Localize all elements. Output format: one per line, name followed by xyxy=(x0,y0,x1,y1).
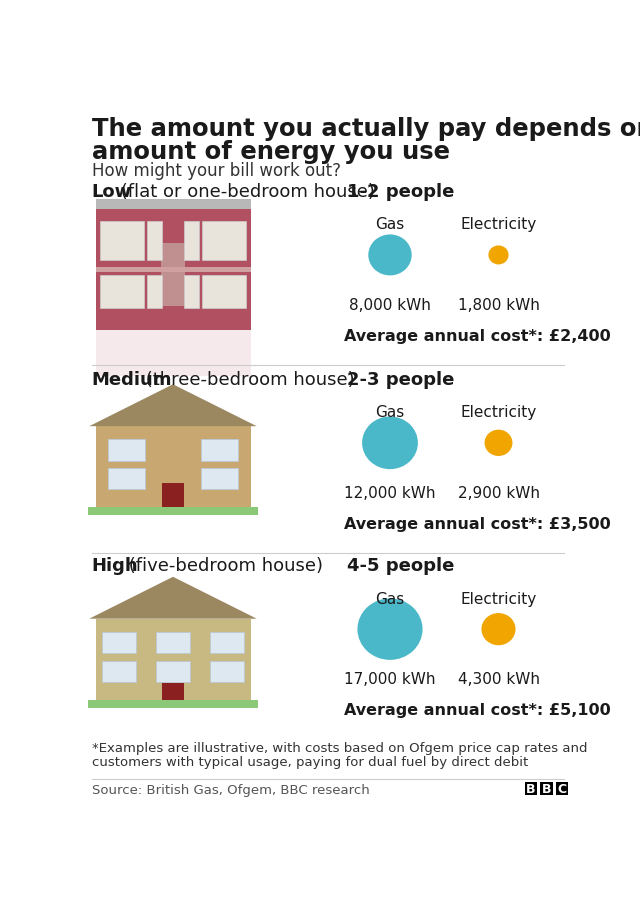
Bar xyxy=(184,221,199,260)
Text: Low: Low xyxy=(92,183,132,200)
Text: 4-5 people: 4-5 people xyxy=(348,556,455,574)
Bar xyxy=(95,362,250,364)
Text: The amount you actually pay depends on the: The amount you actually pay depends on t… xyxy=(92,117,640,141)
Bar xyxy=(102,632,136,653)
Bar xyxy=(184,276,199,309)
Text: Electricity: Electricity xyxy=(460,405,536,420)
Text: Electricity: Electricity xyxy=(460,217,536,233)
Bar xyxy=(102,661,136,682)
Bar xyxy=(95,338,250,340)
Text: *Examples are illustrative, with costs based on Ofgem price cap rates and: *Examples are illustrative, with costs b… xyxy=(92,741,587,754)
Ellipse shape xyxy=(368,235,412,276)
Bar xyxy=(95,375,250,377)
Bar xyxy=(201,439,238,461)
Bar xyxy=(202,221,246,260)
Text: Medium: Medium xyxy=(92,370,172,388)
Text: Average annual cost*: £3,500: Average annual cost*: £3,500 xyxy=(344,516,611,531)
Bar xyxy=(108,439,145,461)
Text: Gas: Gas xyxy=(376,591,404,606)
Bar xyxy=(210,632,244,653)
Bar xyxy=(95,210,250,331)
Bar xyxy=(95,349,250,351)
Bar xyxy=(162,483,184,508)
Ellipse shape xyxy=(362,417,418,470)
Bar xyxy=(88,700,259,708)
Text: (flat or one-bedroom house): (flat or one-bedroom house) xyxy=(115,183,375,200)
Text: Gas: Gas xyxy=(376,405,404,420)
Text: Source: British Gas, Ofgem, BBC research: Source: British Gas, Ofgem, BBC research xyxy=(92,783,369,796)
Text: 12,000 kWh: 12,000 kWh xyxy=(344,485,436,501)
Ellipse shape xyxy=(488,246,509,266)
Ellipse shape xyxy=(358,599,422,660)
Text: High: High xyxy=(92,556,138,574)
Bar xyxy=(95,360,250,362)
Bar xyxy=(95,357,250,358)
Text: amount of energy you use: amount of energy you use xyxy=(92,140,450,164)
Bar xyxy=(161,273,184,307)
Bar xyxy=(95,355,250,357)
Bar xyxy=(95,200,250,210)
Bar xyxy=(95,331,250,377)
Text: B: B xyxy=(526,782,536,795)
Bar xyxy=(95,371,250,373)
Bar xyxy=(95,364,250,366)
Text: Electricity: Electricity xyxy=(460,591,536,606)
Bar xyxy=(95,366,250,368)
Bar xyxy=(95,335,250,336)
FancyBboxPatch shape xyxy=(556,783,568,795)
Text: 17,000 kWh: 17,000 kWh xyxy=(344,672,436,686)
FancyBboxPatch shape xyxy=(540,783,553,795)
Polygon shape xyxy=(90,577,257,619)
Bar xyxy=(95,426,250,508)
Bar xyxy=(95,619,250,700)
Bar xyxy=(202,276,246,309)
Bar xyxy=(100,276,143,309)
Bar xyxy=(95,333,250,335)
Text: 8,000 kWh: 8,000 kWh xyxy=(349,298,431,313)
Bar xyxy=(95,267,250,273)
Bar xyxy=(147,221,162,260)
Bar xyxy=(210,661,244,682)
Bar xyxy=(95,344,250,346)
Text: 2,900 kWh: 2,900 kWh xyxy=(458,485,540,501)
Bar xyxy=(95,331,250,333)
Bar xyxy=(95,342,250,344)
Bar xyxy=(95,369,250,371)
Text: 1-2 people: 1-2 people xyxy=(348,183,455,200)
Bar xyxy=(156,661,190,682)
Bar xyxy=(162,675,184,700)
Polygon shape xyxy=(90,385,257,426)
Bar xyxy=(95,351,250,353)
Bar xyxy=(95,336,250,338)
Bar xyxy=(161,244,184,267)
Bar xyxy=(95,373,250,375)
Bar xyxy=(147,276,162,309)
Text: Gas: Gas xyxy=(376,217,404,233)
Bar xyxy=(95,353,250,355)
Text: (three-bedroom house): (three-bedroom house) xyxy=(140,370,355,388)
Bar xyxy=(95,347,250,349)
Ellipse shape xyxy=(481,613,516,645)
Text: C: C xyxy=(557,782,566,795)
Text: customers with typical usage, paying for dual fuel by direct debit: customers with typical usage, paying for… xyxy=(92,754,528,768)
Bar xyxy=(156,632,190,653)
Text: 4,300 kWh: 4,300 kWh xyxy=(458,672,540,686)
Bar xyxy=(108,468,145,490)
Bar xyxy=(95,340,250,342)
Text: Average annual cost*: £5,100: Average annual cost*: £5,100 xyxy=(344,702,611,718)
Ellipse shape xyxy=(484,430,513,457)
Text: 1,800 kWh: 1,800 kWh xyxy=(458,298,540,313)
Bar xyxy=(95,368,250,369)
Text: B: B xyxy=(542,782,551,795)
Bar xyxy=(95,346,250,347)
Bar xyxy=(201,468,238,490)
Bar xyxy=(100,221,143,260)
Text: Average annual cost*: £2,400: Average annual cost*: £2,400 xyxy=(344,329,611,344)
FancyBboxPatch shape xyxy=(525,783,537,795)
Text: 2-3 people: 2-3 people xyxy=(348,370,455,388)
Text: How might your bill work out?: How might your bill work out? xyxy=(92,162,340,180)
Bar xyxy=(88,508,259,516)
Bar xyxy=(95,358,250,360)
Text: (five-bedroom house): (five-bedroom house) xyxy=(123,556,323,574)
